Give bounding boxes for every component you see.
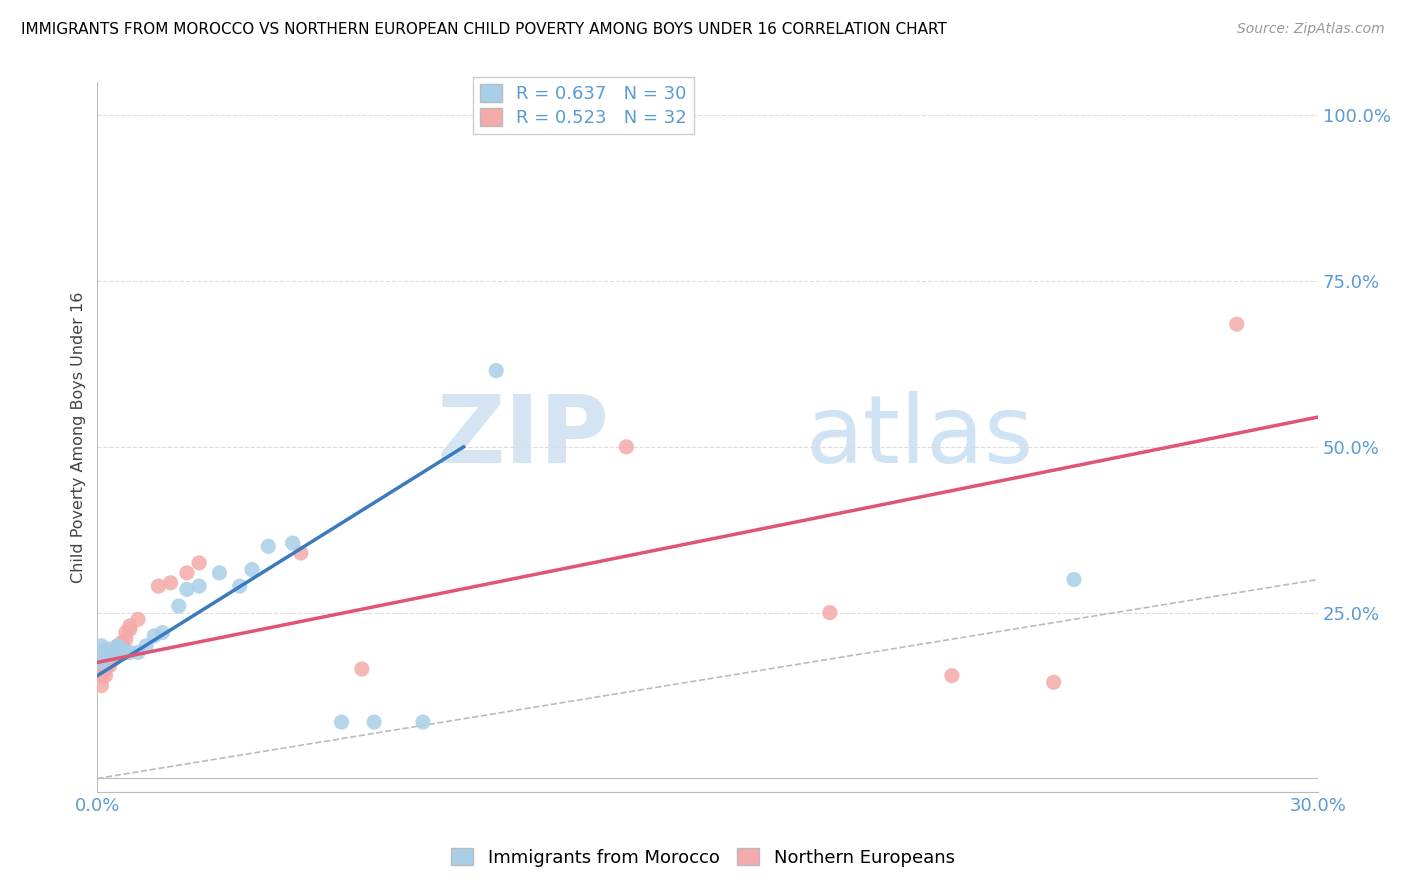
Point	[240, 563, 263, 577]
Point	[941, 668, 963, 682]
Point	[114, 632, 136, 647]
Point	[94, 662, 117, 676]
Point	[111, 642, 134, 657]
Point	[167, 599, 190, 613]
Point	[818, 606, 841, 620]
Point	[114, 645, 136, 659]
Point	[176, 566, 198, 580]
Point	[1042, 675, 1064, 690]
Point	[103, 645, 125, 659]
Point	[90, 656, 112, 670]
Point	[281, 536, 304, 550]
Point	[118, 645, 141, 659]
Point	[257, 539, 280, 553]
Text: IMMIGRANTS FROM MOROCCO VS NORTHERN EUROPEAN CHILD POVERTY AMONG BOYS UNDER 16 C: IMMIGRANTS FROM MOROCCO VS NORTHERN EURO…	[21, 22, 948, 37]
Point	[350, 662, 373, 676]
Point	[107, 642, 129, 657]
Legend: Immigrants from Morocco, Northern Europeans: Immigrants from Morocco, Northern Europe…	[444, 841, 962, 874]
Point	[1226, 317, 1249, 331]
Point	[94, 668, 117, 682]
Point	[111, 639, 134, 653]
Point	[107, 639, 129, 653]
Point	[127, 645, 149, 659]
Point	[118, 619, 141, 633]
Point	[152, 625, 174, 640]
Point	[90, 639, 112, 653]
Point	[90, 658, 112, 673]
Point	[143, 629, 166, 643]
Point	[107, 639, 129, 653]
Point	[90, 665, 112, 680]
Point	[363, 714, 385, 729]
Point	[229, 579, 252, 593]
Point	[107, 642, 129, 657]
Point	[135, 639, 157, 653]
Point	[94, 642, 117, 657]
Point	[98, 642, 121, 657]
Point	[103, 648, 125, 663]
Point	[114, 625, 136, 640]
Text: atlas: atlas	[806, 391, 1033, 483]
Point	[90, 668, 112, 682]
Point	[148, 579, 170, 593]
Point	[118, 622, 141, 636]
Point	[330, 714, 353, 729]
Point	[188, 579, 211, 593]
Point	[94, 656, 117, 670]
Point	[103, 642, 125, 657]
Point	[94, 648, 117, 663]
Point	[1063, 573, 1085, 587]
Point	[111, 635, 134, 649]
Point	[90, 679, 112, 693]
Text: ZIP: ZIP	[437, 391, 610, 483]
Point	[127, 612, 149, 626]
Point	[103, 652, 125, 666]
Point	[208, 566, 231, 580]
Point	[98, 648, 121, 663]
Point	[176, 582, 198, 597]
Point	[614, 440, 637, 454]
Point	[412, 714, 434, 729]
Point	[98, 658, 121, 673]
Point	[98, 656, 121, 670]
Y-axis label: Child Poverty Among Boys Under 16: Child Poverty Among Boys Under 16	[72, 291, 86, 582]
Point	[159, 575, 181, 590]
Text: Source: ZipAtlas.com: Source: ZipAtlas.com	[1237, 22, 1385, 37]
Legend: R = 0.637   N = 30, R = 0.523   N = 32: R = 0.637 N = 30, R = 0.523 N = 32	[472, 77, 695, 135]
Point	[188, 556, 211, 570]
Point	[98, 652, 121, 666]
Point	[485, 363, 508, 377]
Point	[290, 546, 312, 560]
